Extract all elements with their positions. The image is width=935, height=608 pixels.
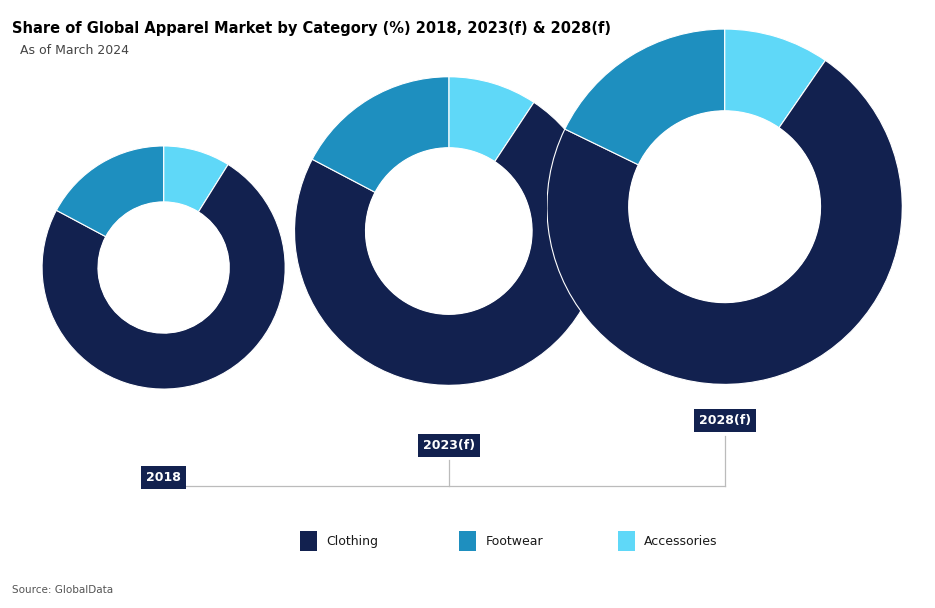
Text: $2,467 bn: $2,467 bn [682,199,768,214]
Circle shape [98,202,229,333]
Text: Source: GlobalData: Source: GlobalData [12,585,113,595]
Text: 8.9%: 8.9% [174,173,205,182]
Text: 9.6%: 9.6% [747,69,784,83]
FancyBboxPatch shape [459,531,476,551]
Text: Clothing: Clothing [326,534,379,548]
Wedge shape [565,29,725,165]
Text: 17.2%: 17.2% [96,182,135,192]
Text: 73.9%: 73.9% [168,353,207,363]
Circle shape [628,111,821,303]
Text: $2,086 bn: $2,086 bn [410,224,488,238]
Text: 9.3%: 9.3% [466,111,500,124]
Text: 17.3%: 17.3% [366,123,409,136]
Circle shape [366,148,532,314]
Text: As of March 2024: As of March 2024 [12,44,129,57]
Wedge shape [547,60,902,384]
Wedge shape [312,77,449,192]
Text: Accessories: Accessories [644,534,718,548]
Wedge shape [42,165,285,389]
Text: $1,960 bn: $1,960 bn [128,261,199,274]
Text: 2018: 2018 [146,471,181,484]
Wedge shape [449,77,534,162]
Wedge shape [725,29,826,128]
Text: 2023(f): 2023(f) [423,438,475,452]
Text: 72.6%: 72.6% [737,333,783,345]
Text: 2028(f): 2028(f) [698,414,751,427]
Text: 73.4%: 73.4% [456,340,500,353]
FancyBboxPatch shape [618,531,635,551]
Text: 17.8%: 17.8% [629,85,675,97]
Wedge shape [164,146,228,212]
Text: Share of Global Apparel Market by Category (%) 2018, 2023(f) & 2028(f): Share of Global Apparel Market by Catego… [12,21,611,36]
Wedge shape [295,102,603,385]
Wedge shape [56,146,164,237]
FancyBboxPatch shape [300,531,317,551]
Text: Footwear: Footwear [485,534,543,548]
